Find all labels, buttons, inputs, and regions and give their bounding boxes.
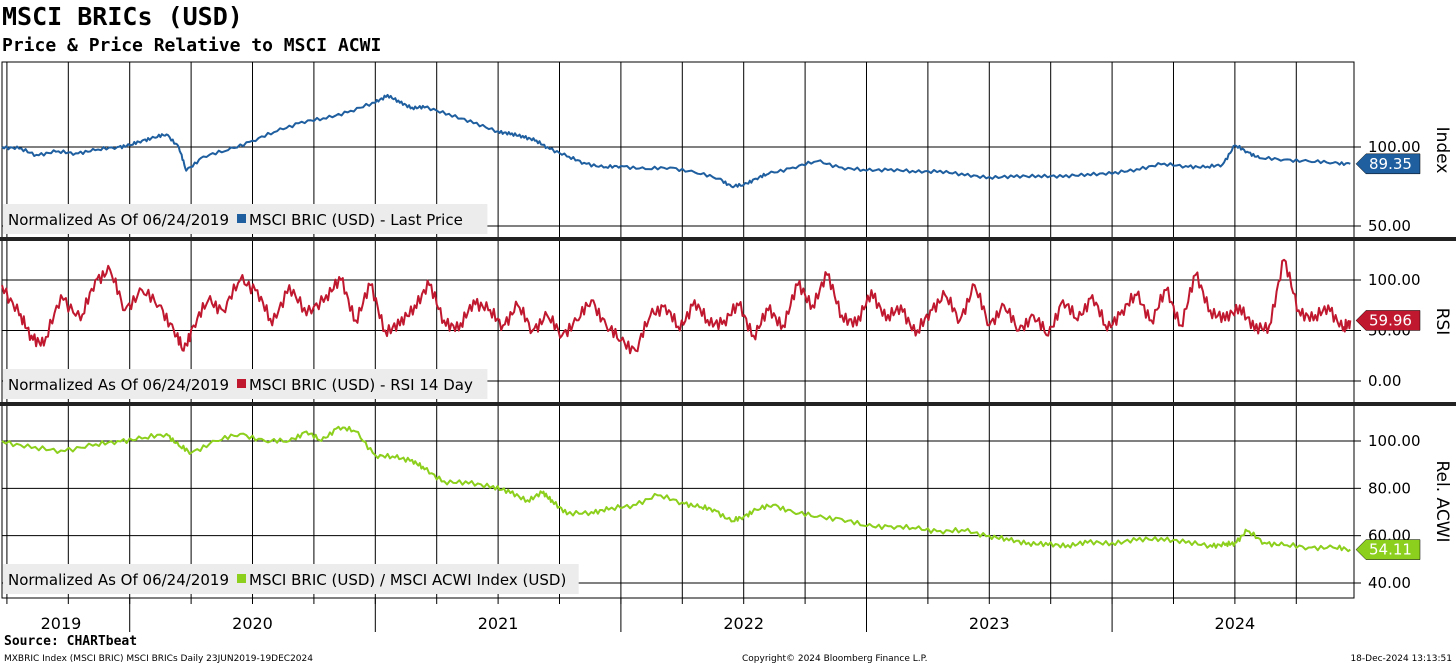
y-tick-label: 100.00 xyxy=(1368,271,1421,289)
x-year-label: 2019 xyxy=(41,614,82,633)
legend-series-label: MSCI BRIC (USD) - RSI 14 Day xyxy=(249,376,473,394)
chart-area: 100.00 50.00 89.35 Index Normalized As Of 06… xyxy=(0,61,1456,633)
legend-swatch xyxy=(237,214,246,223)
last-value-tag-shape xyxy=(1355,539,1421,560)
legend-series-label: MSCI BRIC (USD) - Last Price xyxy=(249,211,463,229)
x-year-label: 2023 xyxy=(969,614,1010,633)
chart-title: MSCI BRICs (USD) xyxy=(2,2,243,31)
series-line-rsi xyxy=(1,258,1352,355)
legend-prefix: Normalized As Of 06/24/2019 xyxy=(8,571,229,589)
x-year-label: 2024 xyxy=(1215,614,1256,633)
x-year-label: 2022 xyxy=(723,614,764,633)
series-line-price xyxy=(1,93,1351,189)
y-tick-label: 80.00 xyxy=(1368,479,1411,497)
footer-copyright: Copyright© 2024 Bloomberg Finance L.P. xyxy=(742,654,928,664)
last-value-tag-shape xyxy=(1355,310,1421,331)
series-line-relative xyxy=(1,425,1351,553)
legend-prefix: Normalized As Of 06/24/2019 xyxy=(8,376,229,394)
chart-subtitle: Price & Price Relative to MSCI ACWI xyxy=(2,35,382,56)
y-tick-label: 0.00 xyxy=(1368,372,1401,390)
y-axis-title: RSI xyxy=(1432,308,1452,336)
legend-background xyxy=(3,564,579,594)
y-axis-title: Index xyxy=(1432,127,1452,174)
legend: Normalized As Of 06/24/2019 MSCI BRIC (US… xyxy=(3,564,579,594)
footer-timestamp: 18-Dec-2024 13:13:51 xyxy=(1350,654,1452,664)
y-tick-label: 50.00 xyxy=(1368,217,1411,235)
source-label: Source: CHARTbeat xyxy=(4,634,138,649)
legend-swatch xyxy=(237,379,246,388)
last-value-label: 54.11 xyxy=(1369,541,1412,559)
y-tick-label: 100.00 xyxy=(1368,138,1421,156)
last-value-label: 59.96 xyxy=(1369,311,1412,329)
y-axis-title: Rel. ACWI xyxy=(1432,460,1452,542)
legend-series-label: MSCI BRIC (USD) / MSCI ACWI Index (USD) xyxy=(249,571,566,589)
last-value-tag-shape xyxy=(1355,153,1421,175)
last-value-tag: 89.35 xyxy=(1355,153,1421,175)
footer-security-info: MXBRIC Index (MSCI BRIC) MSCI BRICs Dail… xyxy=(4,654,313,664)
legend: Normalized As Of 06/24/2019 MSCI BRIC (US… xyxy=(3,369,488,399)
y-tick-label: 40.00 xyxy=(1368,574,1411,592)
y-tick-label: 100.00 xyxy=(1368,432,1421,450)
legend-prefix: Normalized As Of 06/24/2019 xyxy=(8,211,229,229)
panel-price: 100.00 50.00 89.35 Index Normalized As Of 06… xyxy=(1,61,1452,239)
last-value-tag: 54.11 xyxy=(1355,539,1421,560)
last-value-tag: 59.96 xyxy=(1355,310,1421,331)
legend: Normalized As Of 06/24/2019 MSCI BRIC (US… xyxy=(3,204,488,234)
x-year-label: 2021 xyxy=(478,614,519,633)
legend-swatch xyxy=(237,574,246,583)
last-value-label: 89.35 xyxy=(1369,155,1412,173)
x-year-label: 2020 xyxy=(232,614,273,633)
